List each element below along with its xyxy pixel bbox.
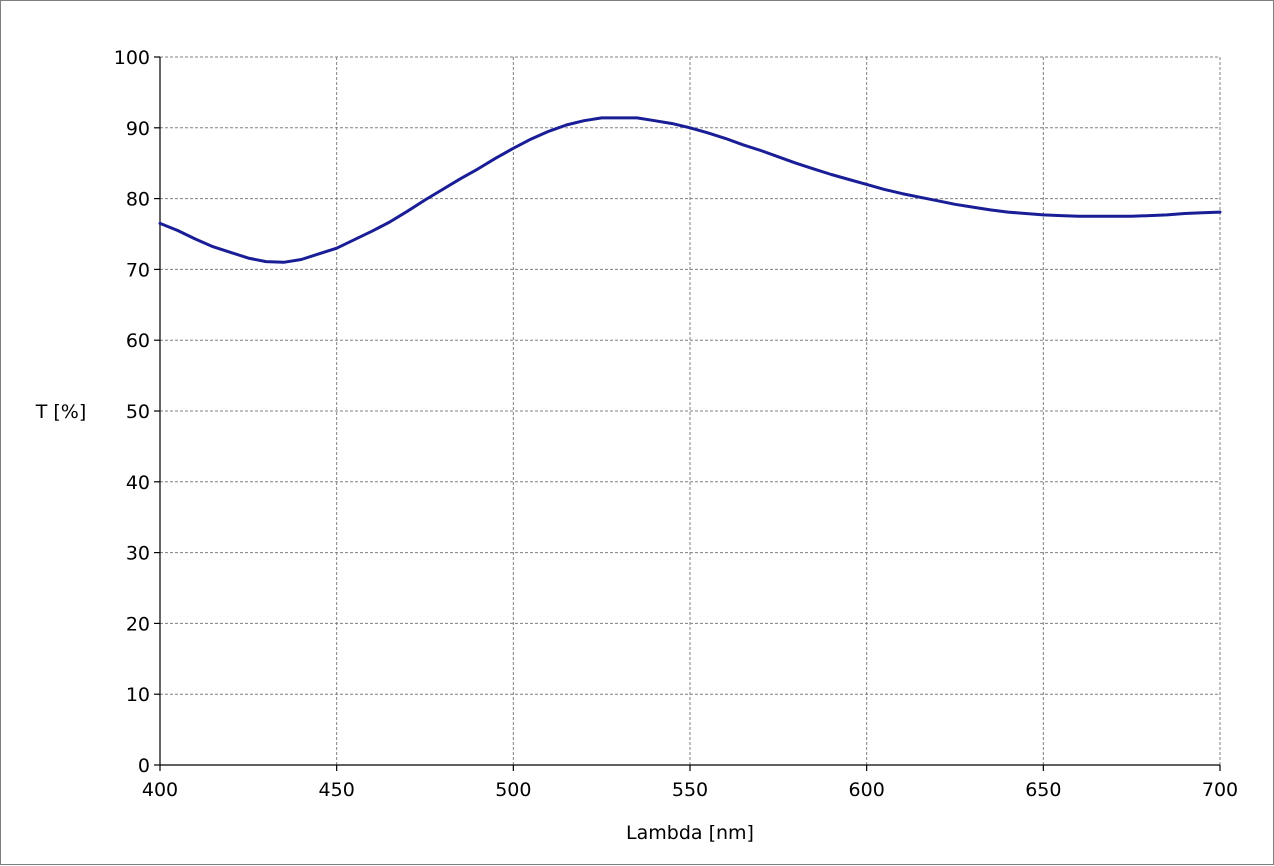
y-tick-label-10: 10 [126, 684, 150, 706]
y-tick-label-80: 80 [126, 189, 150, 211]
y-tick-label-100: 100 [114, 47, 150, 69]
x-tick-label-700: 700 [1202, 779, 1238, 801]
y-tick-label-60: 60 [126, 330, 150, 352]
grid-lines [160, 56, 1221, 765]
x-tick-label-500: 500 [495, 779, 531, 801]
y-tick-label-20: 20 [126, 613, 150, 635]
y-tick-label-30: 30 [126, 543, 150, 565]
x-axis-title: Lambda [nm] [626, 822, 754, 844]
y-tick-label-50: 50 [126, 401, 150, 423]
tick-labels: 0 10 20 30 40 50 60 70 80 90 100 400 450 500 550 600 650… [114, 47, 1238, 801]
x-tick-label-450: 450 [319, 779, 355, 801]
y-tick-label-40: 40 [126, 472, 150, 494]
series-layer [158, 116, 1222, 264]
x-tick-label-400: 400 [142, 779, 178, 801]
y-tick-label-90: 90 [126, 118, 150, 140]
transmission-series-line-0 [158, 116, 1222, 264]
y-tick-label-70: 70 [126, 259, 150, 281]
x-tick-label-550: 550 [672, 779, 708, 801]
x-tick-label-650: 650 [1025, 779, 1061, 801]
y-axis-title: T [%] [35, 401, 87, 423]
y-tick-label-0: 0 [138, 755, 150, 777]
axes [154, 56, 1221, 771]
x-tick-label-600: 600 [849, 779, 885, 801]
